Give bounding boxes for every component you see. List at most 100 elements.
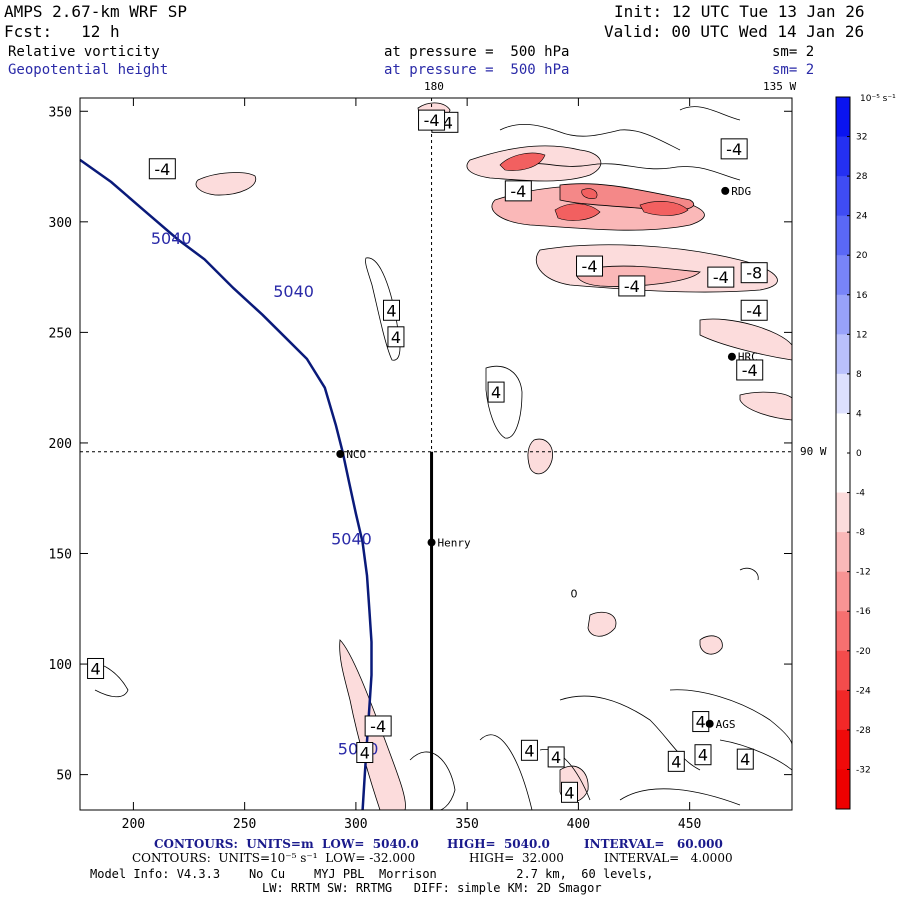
vorticity-label: -4 — [370, 717, 386, 736]
colorbar-tick-label: 4 — [856, 409, 862, 419]
colorbar: 32 28 24 20 16 12 8 4 0 -4 -8 -12 -16 -20 -24 -28 -32 — [835, 96, 871, 810]
colorbar-segment — [836, 176, 850, 217]
colorbar-segment — [836, 373, 850, 414]
vorticity-label: -8 — [746, 264, 762, 283]
label-135w: 135 W — [763, 80, 796, 93]
vorticity-label-box — [736, 359, 764, 381]
colorbar-tick-label: 16 — [856, 291, 868, 301]
colorbar-segment — [836, 690, 850, 731]
vorticity-label: 4 — [391, 328, 401, 347]
station-marker — [721, 186, 730, 195]
vorticity-label-box — [618, 275, 646, 297]
colorbar-segment — [836, 215, 850, 256]
smoothing-geopotential: sm= 2 — [772, 62, 815, 78]
vorticity-label: -4 — [582, 257, 598, 276]
vorticity-label: 4 — [671, 752, 681, 771]
vorticity-label: 4 — [386, 301, 396, 320]
vorticity-label-box — [547, 746, 565, 768]
smoothing-vorticity: sm= 2 — [772, 44, 815, 60]
colorbar-segment — [836, 650, 850, 691]
height-contour-label: 5040 — [273, 282, 314, 301]
vorticity-label: 4 — [698, 746, 708, 765]
vorticity-label: -4 — [726, 140, 742, 159]
colorbar-segment — [836, 453, 850, 494]
colorbar-tick-label: -8 — [856, 528, 865, 538]
vorticity-label: 4 — [551, 748, 561, 767]
vorticity-label: 4 — [564, 783, 574, 802]
pressure-geopotential: at pressure = 500 hPa — [384, 62, 570, 78]
x-tick-label: 250 — [233, 817, 256, 832]
zero-contour-label: 0 — [570, 588, 577, 601]
station-label: Henry — [438, 536, 471, 549]
vorticity-label: 4 — [740, 750, 750, 769]
station-label: RDG — [731, 185, 751, 198]
model-title: AMPS 2.67-km WRF SP — [4, 2, 188, 21]
vorticity-label-box — [736, 748, 754, 770]
y-tick-label: 50 — [56, 769, 72, 784]
vorticity-label: 4 — [491, 383, 501, 402]
colorbar-segment — [836, 294, 850, 335]
vorticity-label: -4 — [713, 268, 729, 287]
footer-height-contours: CONTOURS: UNITS=m LOW= 5040.0 — [154, 837, 419, 851]
vorticity-label-box — [561, 781, 578, 803]
vorticity-label-box — [504, 180, 532, 202]
valid-time: Valid: 00 UTC Wed 14 Jan 26 — [604, 22, 865, 41]
colorbar-tick-label: 8 — [856, 370, 862, 380]
colorbar-tick-label: 12 — [856, 330, 867, 340]
footer-vorticity-interval: INTERVAL= 4.0000 — [604, 851, 733, 865]
vorticity-label: -4 — [424, 111, 440, 130]
colorbar-tick-label: -28 — [856, 726, 871, 736]
station-marker — [705, 719, 714, 728]
vorticity-label-box — [707, 266, 735, 288]
colorbar-tick-label: 0 — [856, 449, 862, 459]
height-contour-label: 5040 — [151, 229, 192, 248]
vorticity-label: -4 — [510, 182, 526, 201]
x-tick-label: 450 — [678, 817, 701, 832]
footer-vorticity-high: HIGH= 32.000 — [469, 851, 564, 865]
colorbar-segment — [836, 136, 850, 177]
y-tick-label: 100 — [49, 658, 72, 673]
vorticity-label-box — [356, 742, 374, 764]
station-label: HRC — [738, 351, 758, 364]
vorticity-label-box — [364, 715, 392, 737]
footer-model-info: Model Info: V4.3.3 No Cu MYJ PBL Morriso… — [90, 867, 654, 881]
label-90w: 90 W — [800, 445, 827, 458]
vorticity-label-box — [487, 381, 505, 403]
vorticity-label: 4 — [360, 744, 370, 763]
colorbar-tick-label: -4 — [856, 489, 865, 499]
footer-vorticity-contours: CONTOURS: UNITS=10⁻⁵ s⁻¹ LOW= -32.000 — [132, 851, 416, 865]
colorbar-segment — [836, 769, 850, 810]
vorticity-label-box — [667, 750, 685, 772]
colorbar-segment — [836, 413, 850, 454]
vorticity-label-box — [740, 262, 768, 284]
vorticity-label-box — [720, 138, 748, 160]
y-tick-label: 150 — [49, 548, 72, 563]
colorbar-tick-label: -12 — [856, 568, 871, 578]
colorbar-units: 10⁻⁵ s⁻¹ — [860, 94, 896, 104]
colorbar-segment — [836, 334, 850, 375]
vorticity-label: 4 — [90, 659, 100, 678]
y-tick-label: 200 — [49, 437, 72, 452]
station-marker — [727, 352, 736, 361]
colorbar-tick-label: -24 — [856, 686, 871, 696]
vorticity-label: -4 — [746, 301, 762, 320]
vorticity-label-box — [387, 326, 405, 348]
vorticity-label-box — [740, 299, 768, 321]
colorbar-tick-label: 32 — [856, 133, 867, 143]
colorbar-segment — [836, 532, 850, 573]
colorbar-segment — [836, 729, 850, 770]
y-tick-label: 300 — [49, 216, 72, 231]
x-tick-label: 200 — [122, 817, 145, 832]
vorticity-label-box — [418, 109, 446, 131]
label-180: 180 — [424, 80, 444, 93]
vorticity-shading — [89, 102, 792, 810]
station-label: AGS — [716, 718, 736, 731]
colorbar-tick-label: -16 — [856, 607, 871, 617]
vorticity-label-box — [148, 158, 176, 180]
pressure-vorticity: at pressure = 500 hPa — [384, 44, 570, 60]
geopotential-5040-contour — [79, 158, 373, 811]
colorbar-segment — [836, 611, 850, 652]
vorticity-label-box — [520, 739, 538, 761]
footer-height-high: HIGH= 5040.0 — [447, 837, 550, 851]
vorticity-label: 4 — [524, 741, 534, 760]
